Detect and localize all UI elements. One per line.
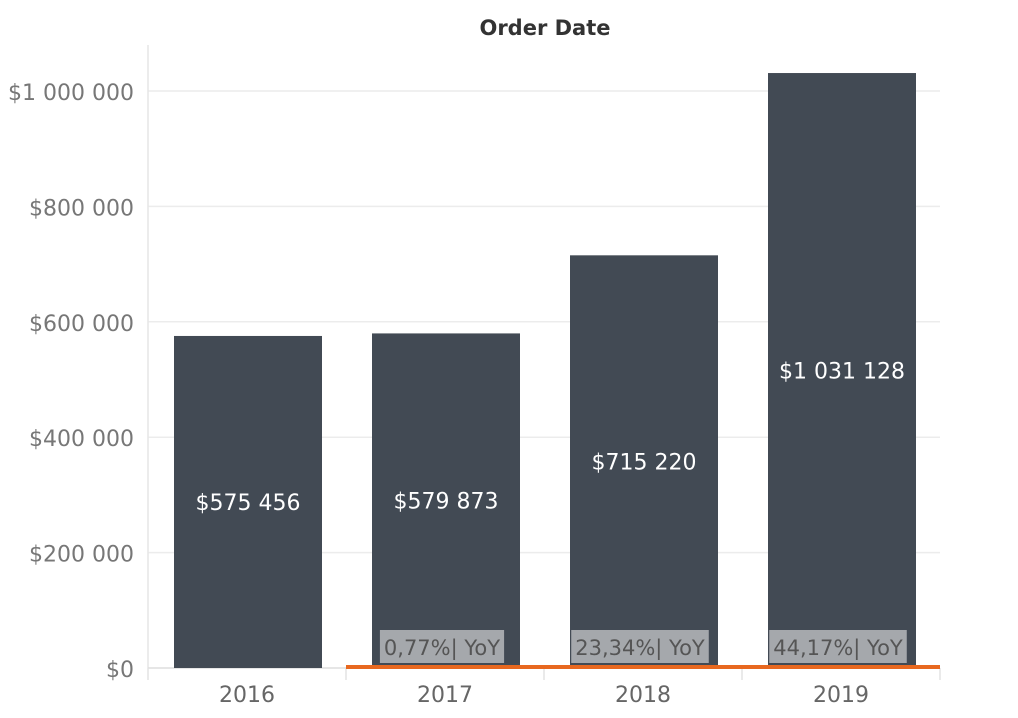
y-tick-label: $800 000 [29,196,134,221]
y-tick-label: $0 [106,658,134,683]
yoy-label: 44,17%| YoY [773,636,903,661]
yoy-label: 23,34%| YoY [575,636,705,661]
yoy-label: 0,77%| YoY [384,636,500,661]
x-tick-label: 2019 [813,683,869,708]
y-tick-label: $200 000 [29,543,134,568]
yoy-label-background [571,630,709,663]
y-tick-label: $400 000 [29,427,134,452]
bar-value-label: $575 456 [196,491,301,516]
bars [174,73,916,669]
y-tick-label: $600 000 [29,312,134,337]
x-tick-label: 2018 [615,683,671,708]
x-axis-tick-labels: 2016 2017 2018 2019 [219,683,869,708]
bar [768,73,916,669]
bar-value-label: $1 031 128 [779,360,905,385]
yoy-label-background [379,630,505,663]
y-axis-tick-labels: $0 $200 000 $400 000 $600 000 $800 000 $1 000… [8,81,134,683]
bar [174,335,322,668]
yoy-label-background [769,630,907,663]
bar [372,333,520,668]
bar-value-label: $715 220 [592,451,697,476]
chart-title: Order Date [479,16,610,40]
x-tick-label: 2017 [417,683,473,708]
yoy-annotations: 0,77%| YoY 23,34%| YoY 44,17%| YoY [346,630,940,669]
x-tick-label: 2016 [219,683,275,708]
bar-value-label: $579 873 [394,490,499,515]
bar-value-labels: $575 456 $579 873 $715 220 $1 031 128 [196,360,905,516]
bar [570,255,718,668]
y-tick-label: $1 000 000 [8,81,134,106]
